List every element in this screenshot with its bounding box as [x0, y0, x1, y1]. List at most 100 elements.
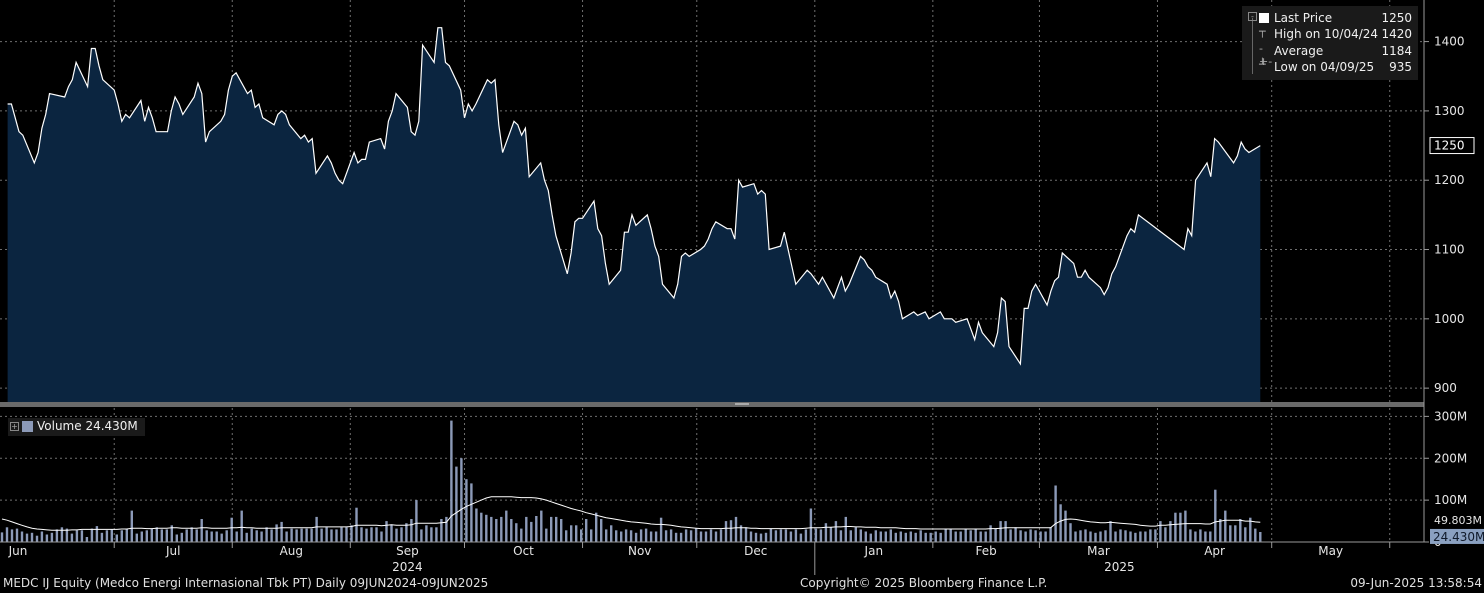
panel-divider-handle[interactable] [735, 403, 749, 405]
volume-bar [10, 529, 14, 542]
volume-bar [674, 532, 678, 542]
volume-bar [894, 532, 897, 542]
volume-bar [839, 530, 843, 542]
volume-bar [120, 530, 123, 542]
volume-bar [1044, 531, 1047, 542]
legend-high[interactable]: ┬ High on 10/04/24 1420 [1242, 25, 1418, 42]
x-month-label: Jan [864, 544, 884, 558]
price-tick-label: 1300 [1434, 104, 1465, 118]
volume-bar [375, 527, 378, 542]
volume-bar [914, 532, 917, 542]
volume-bar [844, 516, 847, 542]
volume-bar [1129, 531, 1132, 542]
volume-bar [210, 531, 213, 542]
volume-bar [1114, 531, 1117, 542]
panel-divider[interactable] [0, 402, 1424, 407]
volume-bar [530, 521, 533, 542]
volume-bar [864, 531, 867, 542]
volume-bar [1019, 530, 1022, 542]
volume-bar [819, 529, 823, 542]
volume-bar [185, 529, 188, 542]
volume-bar [724, 521, 728, 542]
volume-bar [1069, 523, 1072, 542]
volume-bar [1184, 510, 1187, 542]
volume-bar [290, 528, 293, 542]
price-line [7, 27, 1261, 366]
legend-low-value: 935 [1389, 60, 1412, 74]
volume-bar [620, 531, 623, 542]
volume-legend[interactable]: + Volume 24.430M [8, 418, 145, 436]
volume-bar [25, 533, 29, 542]
volume-bar [1214, 489, 1217, 542]
volume-bar [455, 466, 458, 542]
volume-bar [959, 531, 962, 542]
volume-bar [1099, 531, 1102, 542]
volume-bar [759, 533, 763, 542]
volume-bar [320, 528, 323, 542]
volume-bar [305, 528, 308, 542]
volume-bar [445, 516, 448, 542]
volume-bar [220, 533, 223, 542]
x-month-label: Sep [396, 544, 419, 558]
volume-bar [1089, 531, 1092, 542]
volume-bar [809, 508, 813, 542]
volume-bar [1004, 521, 1007, 542]
volume-bar [515, 523, 518, 542]
volume-bar [939, 532, 942, 542]
expand-icon[interactable]: + [10, 422, 19, 431]
volume-bar [989, 525, 992, 543]
volume-bar [1144, 531, 1147, 542]
volume-bar [95, 526, 99, 542]
volume-grid [0, 408, 1424, 542]
x-month-label: Oct [513, 544, 534, 558]
volume-bar [250, 528, 253, 542]
volume-bar [125, 528, 128, 542]
volume-bar [919, 530, 922, 542]
volume-bar [929, 532, 932, 542]
volume-bar [480, 512, 483, 542]
volume-bar [1009, 529, 1012, 542]
volume-bar [784, 529, 788, 542]
last-price-tag: 1250 [1434, 139, 1465, 153]
volume-bar [585, 519, 588, 542]
volume-bar [934, 531, 937, 542]
x-month-label: Dec [744, 544, 767, 558]
volume-bar [1109, 521, 1112, 542]
volume-bar [240, 510, 243, 542]
volume-bar [1124, 530, 1127, 542]
volume-bar [1239, 519, 1242, 542]
volume-bar [475, 508, 478, 542]
low-marker-icon: ┴ [1259, 58, 1266, 71]
legend-low[interactable]: ┴ Low on 04/09/25 935 [1242, 58, 1418, 75]
volume-bar [1079, 530, 1082, 542]
x-month-label: May [1318, 544, 1343, 558]
volume-bar [954, 531, 957, 542]
volume-bar [595, 512, 598, 542]
volume-bar [684, 529, 688, 542]
volume-bar [450, 420, 453, 542]
volume-bar [709, 529, 713, 542]
last-price-tag-box [1429, 137, 1475, 155]
volume-bar [1064, 510, 1067, 542]
volume-tick-label: 200M [1434, 451, 1467, 465]
legend-average[interactable]: -+- Average 1184 [1242, 42, 1418, 68]
volume-bar [829, 527, 833, 542]
volume-bar [415, 500, 418, 542]
volume-bar [764, 532, 768, 542]
volume-bar [350, 525, 353, 543]
volume-bar [400, 527, 403, 542]
volume-bar [899, 531, 902, 542]
legend-last-price[interactable]: - Last Price 1250 [1242, 10, 1418, 26]
volume-bar [1049, 527, 1052, 542]
volume-bar [115, 534, 118, 542]
volume-bar [1014, 527, 1017, 542]
x-month-label: Apr [1204, 544, 1225, 558]
volume-bar [395, 528, 398, 542]
collapse-icon[interactable]: - [1248, 12, 1257, 21]
x-month-label: Feb [975, 544, 996, 558]
volume-bar [769, 528, 773, 542]
volume-bar [1104, 530, 1107, 542]
volume-bar [110, 529, 113, 542]
volume-bar [155, 527, 158, 542]
